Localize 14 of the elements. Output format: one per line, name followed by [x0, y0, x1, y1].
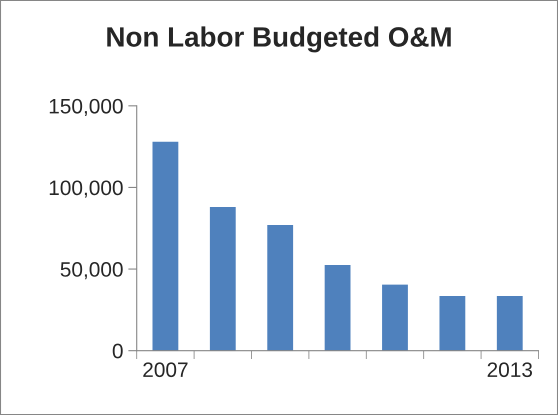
bar: [439, 296, 466, 351]
bar: [152, 142, 178, 351]
y-tick-label: 100,000: [50, 180, 123, 198]
x-tick-label: 2007: [143, 362, 188, 378]
x-tick-label: 2013: [488, 362, 532, 378]
bar: [324, 264, 351, 351]
bar: [210, 207, 236, 351]
bar: [382, 284, 408, 351]
bar: [267, 224, 294, 351]
y-tick-label: 50,000: [60, 262, 123, 280]
y-tick-label: 150,000: [50, 98, 123, 116]
y-tick-label: 0: [112, 344, 123, 358]
bar: [496, 296, 523, 351]
chart-title: Non Labor Budgeted O&M: [107, 26, 451, 52]
